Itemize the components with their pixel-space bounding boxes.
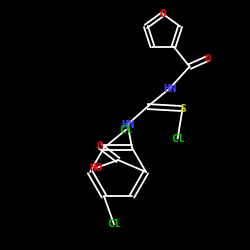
Text: O: O bbox=[204, 54, 211, 64]
Text: O: O bbox=[160, 9, 166, 19]
Text: S: S bbox=[179, 104, 186, 114]
Text: HO: HO bbox=[89, 163, 103, 173]
Text: O: O bbox=[96, 141, 103, 151]
Text: Cl: Cl bbox=[107, 219, 121, 229]
Text: Cl: Cl bbox=[119, 125, 133, 135]
Text: HN: HN bbox=[163, 84, 176, 94]
Text: HN: HN bbox=[121, 120, 134, 130]
Text: Cl: Cl bbox=[171, 134, 184, 143]
